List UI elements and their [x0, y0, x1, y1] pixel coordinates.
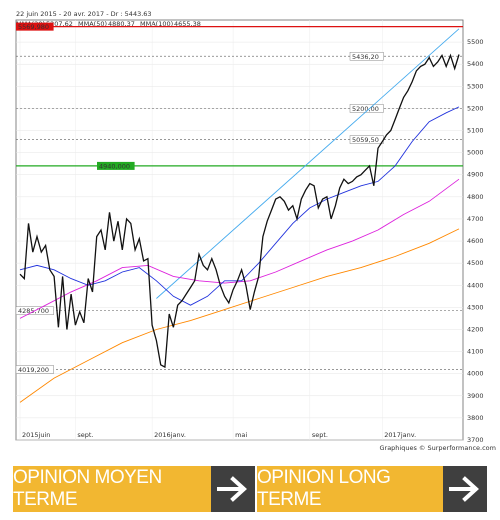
- level-label-box: [349, 104, 384, 113]
- series-line-dr: [19, 53, 460, 369]
- y-tick-label: 5300: [467, 82, 484, 90]
- y-tick-label: 5500: [467, 38, 484, 46]
- level-label-box: [349, 52, 384, 61]
- level-label-box: [16, 22, 54, 31]
- y-tick-label: 3900: [467, 392, 484, 400]
- chart-header: 22 juin 2015 - 20 avr. 2017 - Dr : 5443.…: [16, 10, 152, 18]
- legend-mma50-value: 4880,37: [108, 20, 135, 28]
- x-axis: 2015juin sept. 2016janv. mai sept. 2017janv.: [19, 20, 416, 440]
- x-tick-label: sept.: [312, 431, 328, 439]
- y-tick-label: 4500: [467, 259, 484, 267]
- arrow-right-icon: [211, 466, 255, 512]
- y-tick-label: 5100: [467, 127, 484, 135]
- legend-mma100-value: 4655,38: [174, 20, 201, 28]
- legend-mma100-label: MMA(100): [140, 20, 173, 28]
- y-tick-label: 5000: [467, 149, 484, 157]
- level-label: 5200,00: [352, 105, 379, 113]
- y-tick-label: 5200: [467, 104, 484, 112]
- plot-frame: [15, 19, 464, 441]
- level-label: 5569,980: [18, 23, 49, 31]
- x-tick-label: sept.: [77, 431, 93, 439]
- x-tick-label: 2017janv.: [384, 431, 416, 439]
- y-tick-label: 4100: [467, 348, 484, 356]
- y-tick-label: 4600: [467, 237, 484, 245]
- level-label-box: [15, 365, 54, 374]
- legend-mma50-label: MMA(50): [78, 20, 107, 28]
- legend-mma20-value: 5207,62: [46, 20, 73, 28]
- series-line-mma100: [19, 228, 460, 403]
- x-tick-label: 2016janv.: [154, 431, 186, 439]
- y-tick-label: 4200: [467, 325, 484, 333]
- opinion-moyen-terme-label: OPINION MOYEN TERME: [13, 467, 162, 510]
- y-tick-label: 4000: [467, 370, 484, 378]
- y-tick-label: 4700: [467, 215, 484, 223]
- level-label: 4940,000: [99, 162, 130, 170]
- y-axis: 3700 3800 3900 4000 4100 4200 4300 4400 4500 4600…: [16, 38, 484, 444]
- y-tick-label: 3800: [467, 414, 484, 422]
- y-tick-label: 4800: [467, 193, 484, 201]
- price-chart: 22 juin 2015 - 20 avr. 2017 - Dr : 5443.…: [15, 10, 496, 452]
- series-line-trend: [156, 28, 460, 299]
- opinion-long-terme-button[interactable]: OPINION LONG TERME: [257, 466, 487, 512]
- arrow-right-icon: [443, 466, 487, 512]
- y-tick-label: 4900: [467, 171, 484, 179]
- level-label: 5436,20: [352, 53, 379, 61]
- y-tick-label: 3700: [467, 436, 484, 444]
- y-tick-label: 4400: [467, 281, 484, 289]
- level-label: 4019,200: [18, 366, 49, 374]
- level-label-box: [97, 161, 135, 170]
- y-tick-label: 4300: [467, 303, 484, 311]
- series-lines: [19, 28, 460, 403]
- opinion-long-terme-label: OPINION LONG TERME: [257, 467, 391, 510]
- opinion-moyen-terme-button[interactable]: OPINION MOYEN TERME: [13, 466, 255, 512]
- y-tick-label: 5400: [467, 60, 484, 68]
- x-tick-label: 2015juin: [22, 431, 50, 439]
- series-line-mma20: [19, 106, 460, 306]
- x-tick-label: mai: [235, 431, 247, 439]
- chart-credit: Graphiques © Surperformance.com: [379, 444, 496, 452]
- level-label: 5059,50: [352, 136, 379, 144]
